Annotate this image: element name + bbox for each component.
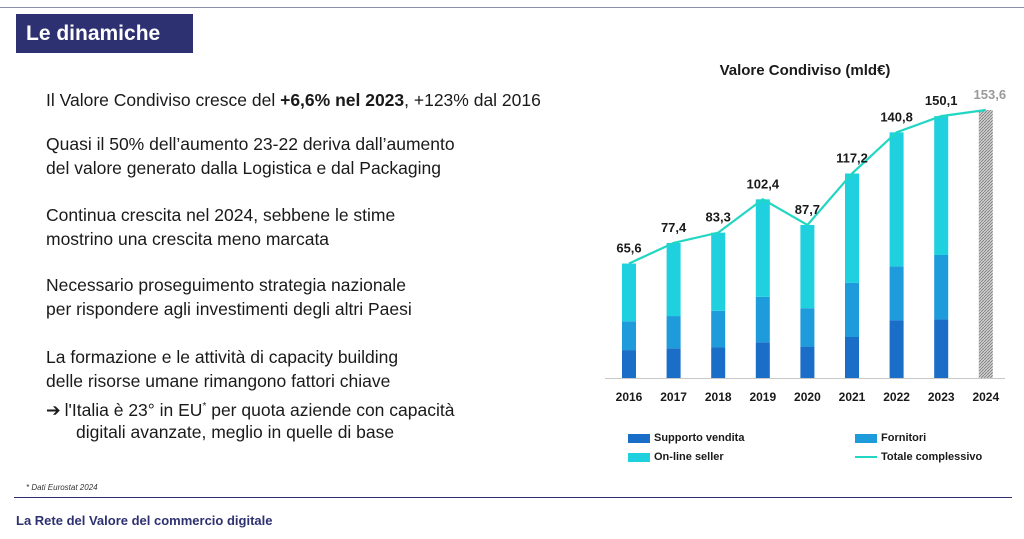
data-label-2021: 117,2 — [836, 151, 868, 166]
bar-online-2018 — [711, 232, 726, 311]
x-tick-2021: 2021 — [839, 390, 866, 404]
arrow-text-post: per quota aziende con capacità — [206, 399, 455, 420]
bar-fornitori-2018 — [711, 310, 726, 348]
bar-fornitori-2020 — [800, 308, 815, 347]
bar-supporto-2017 — [666, 348, 681, 378]
bar-fornitori-2023 — [934, 254, 949, 320]
bar-supporto-2019 — [755, 342, 770, 378]
bar-online-2021 — [845, 173, 859, 283]
data-label-2017: 77,4 — [661, 220, 687, 235]
arrow-bullet-line-2: digitali avanzate, meglio in quelle di b… — [76, 422, 395, 442]
data-label-2024: 153,6 — [974, 87, 1007, 102]
bullet-2-line-1: Quasi il 50% dell’aumento 23-22 deriva d… — [46, 134, 455, 154]
legend-item-online: On-line seller — [628, 451, 724, 463]
legend-item-totale: Totale complessivo — [855, 451, 982, 463]
bar-online-2019 — [755, 199, 770, 297]
arrow-text-pre: l'Italia è 23° in EU — [64, 399, 203, 420]
bullet-3-line-2: mostrino una crescita meno marcata — [46, 229, 330, 249]
bar-supporto-2016 — [622, 350, 636, 378]
bar-supporto-2018 — [711, 347, 726, 378]
data-label-2016: 65,6 — [616, 241, 641, 256]
line-totale-complessivo — [628, 108, 986, 265]
legend-label-totale: Totale complessivo — [881, 451, 983, 463]
x-tick-2022: 2022 — [883, 390, 910, 404]
data-label-2023: 150,1 — [925, 93, 958, 108]
bar-online-2017 — [666, 242, 681, 317]
bar-supporto-2023 — [934, 319, 949, 378]
bullet-3-line-1: Continua crescita nel 2024, sebbene le s… — [46, 205, 396, 225]
x-tick-2023: 2023 — [928, 390, 955, 404]
bullet-2-line-2: del valore generato dalla Logistica e da… — [46, 158, 441, 178]
x-tick-2018: 2018 — [705, 390, 732, 404]
page-title: Le dinamiche — [16, 14, 193, 53]
legend-swatch-online — [628, 452, 650, 462]
arrow-bullet: ➔ l'Italia è 23° in EU* per quota aziende… — [46, 395, 454, 422]
x-tick-2024: 2024 — [972, 390, 999, 404]
bottom-divider — [14, 497, 1012, 498]
bar-fornitori-2017 — [666, 316, 681, 349]
arrow-text-sup: * — [202, 401, 207, 412]
x-tick-2017: 2017 — [660, 390, 687, 404]
legend-swatch-totale — [855, 456, 877, 458]
data-label-2022: 140,8 — [880, 109, 913, 124]
bar-online-2020 — [800, 224, 815, 309]
legend-item-fornitori: Fornitori — [855, 432, 926, 444]
bullet-4-line-1: Necessario proseguimento strategia nazio… — [46, 275, 406, 295]
bullet-5-line-2: delle risorse umane rimangono fattori ch… — [46, 371, 391, 391]
bar-online-2022 — [889, 132, 904, 267]
bullet-4-line-2: per rispondere agli investimenti degli a… — [46, 299, 412, 319]
bar-online-2023 — [934, 116, 949, 255]
bullet-2: Quasi il 50% dell’aumento 23-22 deriva d… — [46, 132, 455, 180]
bullet-1-bold: +6,6% nel 2023 — [280, 90, 405, 110]
data-label-2019: 102,4 — [747, 176, 780, 191]
bullet-5-line-1: La formazione e le attività di capacity … — [46, 347, 399, 367]
footnote: * Dati Eurostat 2024 — [26, 483, 98, 492]
bar-fornitori-2016 — [622, 321, 636, 351]
legend-swatch-supporto — [628, 433, 650, 443]
bullet-1: Il Valore Condiviso cresce del +6,6% nel… — [46, 88, 541, 112]
data-label-2018: 83,3 — [706, 210, 731, 225]
bullet-3: Continua crescita nel 2024, sebbene le s… — [46, 203, 395, 251]
right-arrow-icon: ➔ — [46, 399, 61, 420]
legend-label-fornitori: Fornitori — [881, 432, 927, 444]
bullet-5: La formazione e le attività di capacity … — [46, 345, 398, 393]
legend-swatch-fornitori — [855, 433, 877, 443]
bullet-1-post: , +123% dal 2016 — [404, 90, 541, 110]
bar-online-2016 — [622, 263, 636, 322]
chart-title: Valore Condiviso (mld€) — [719, 62, 891, 79]
bar-fornitori-2022 — [889, 266, 904, 321]
x-tick-2016: 2016 — [616, 390, 643, 404]
bullet-1-pre: Il Valore Condiviso cresce del — [46, 90, 281, 110]
bar-estimate-2024 — [978, 110, 993, 378]
legend-label-online: On-line seller — [654, 451, 724, 463]
bullet-4: Necessario proseguimento strategia nazio… — [46, 273, 412, 321]
bar-fornitori-2021 — [845, 282, 859, 337]
top-divider — [0, 7, 1024, 8]
bar-supporto-2021 — [845, 336, 859, 378]
legend-label-supporto: Supporto vendita — [654, 432, 745, 444]
legend-item-supporto: Supporto vendita — [628, 432, 744, 444]
bar-fornitori-2019 — [755, 296, 770, 343]
bar-supporto-2022 — [889, 320, 904, 378]
data-label-2020: 87,7 — [795, 202, 820, 217]
x-tick-2019: 2019 — [749, 390, 776, 404]
footer-title: La Rete del Valore del commercio digital… — [16, 513, 273, 528]
bar-supporto-2020 — [800, 346, 815, 378]
x-tick-2020: 2020 — [794, 390, 821, 404]
